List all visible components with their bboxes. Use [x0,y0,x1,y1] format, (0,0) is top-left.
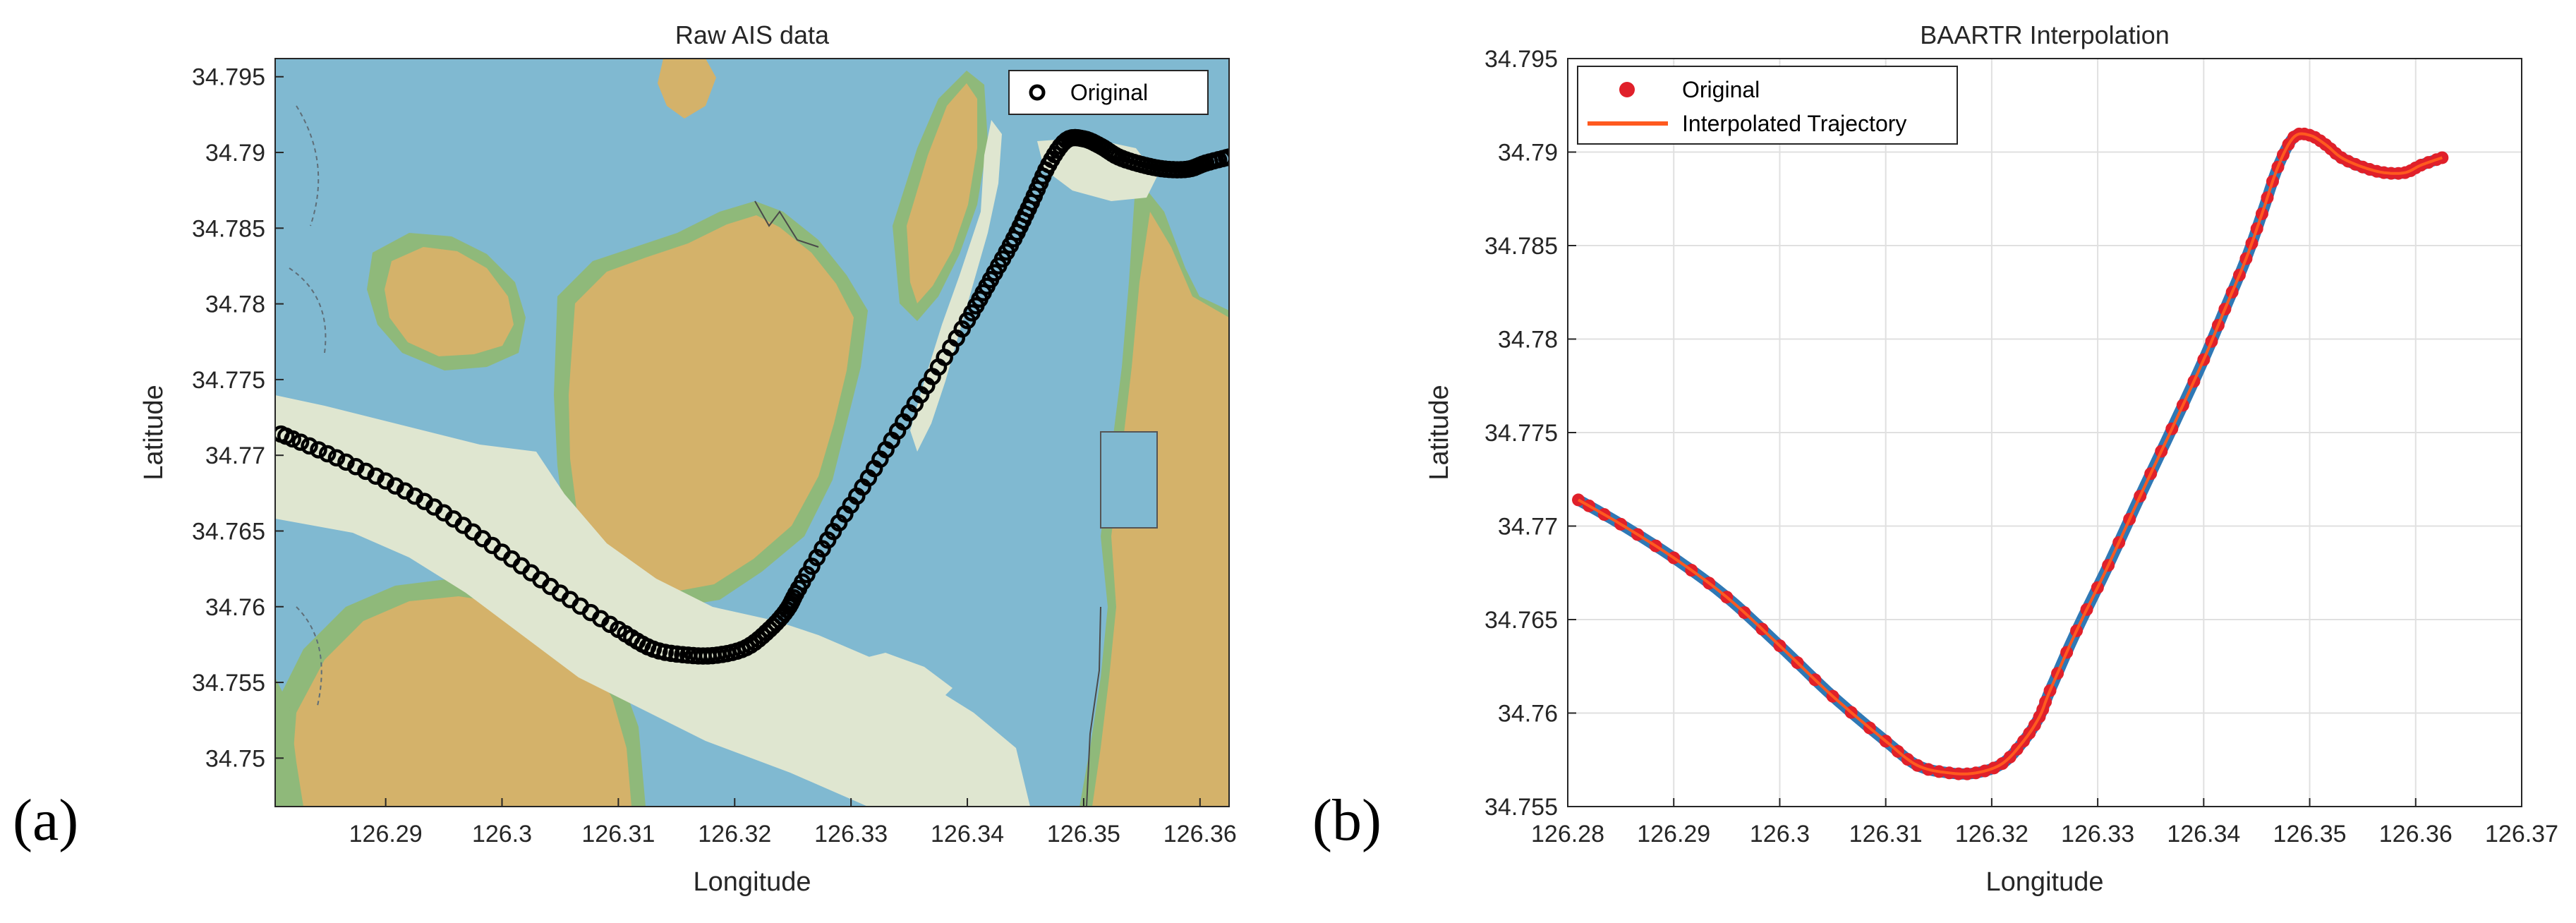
ais-point [327,449,346,467]
ais-point [284,430,301,448]
y-tick-label: 34.795 [192,64,265,91]
y-tick-label: 34.75 [205,745,265,772]
x-tick-label: 126.28 [1531,821,1604,847]
y-tick-label: 34.755 [1484,794,1558,821]
y-tick-label: 34.785 [1484,233,1558,260]
y-ticks-a: 34.75 34.755 34.76 34.765 34.77 34.775 34.78 34… [192,64,284,772]
ais-point [1220,148,1229,166]
legend-marker-original-b [1619,82,1635,97]
east-land [1092,212,1229,807]
y-tick-label: 34.78 [1498,327,1558,354]
legend-marker-original-a [1029,84,1046,101]
y-tick-label: 34.765 [192,518,265,545]
northeast-islet [907,83,977,303]
legend-label-original-b: Original [1682,77,1760,102]
x-tick-label: 126.34 [931,821,1004,847]
x-tick-label: 126.35 [2273,821,2347,847]
x-axis-label-b: Longitude [1986,867,2104,897]
x-tick-label: 126.36 [2379,821,2453,847]
y-tick-label: 34.76 [205,594,265,621]
map-background [275,59,1229,807]
contour-lines [289,105,327,706]
legend-label-interpolated: Interpolated Trajectory [1682,111,1906,136]
x-ticks-b: 126.28 126.29 126.3 126.31 126.32 126.33 126.3… [1531,798,2558,847]
ais-point [337,453,355,471]
grid-b [1567,58,2522,807]
x-tick-label: 126.33 [814,821,888,847]
y-tick-label: 34.77 [1498,514,1558,541]
y-tick-label: 34.785 [192,215,265,242]
y-tick-label: 34.765 [1484,607,1558,634]
chart-title-a: Raw AIS data [675,20,830,49]
panel-a: 126.29 126.3 126.31 126.32 126.33 126.34 126.3… [13,20,1237,897]
y-tick-label: 34.795 [1484,46,1558,73]
ais-point [318,445,337,463]
interpolated-trajectory-line [1578,132,2443,776]
x-tick-label: 126.31 [1849,821,1923,847]
navigation-channel [275,395,1030,807]
y-tick-label: 34.775 [192,367,265,394]
y-tick-label: 34.78 [205,291,265,318]
axes-box-a [274,58,1230,807]
x-tick-label: 126.32 [1955,821,2028,847]
x-tick-label: 126.35 [1047,821,1120,847]
y-tick-label: 34.79 [205,140,265,167]
x-tick-label: 126.33 [2061,821,2134,847]
ais-markers [275,128,1229,665]
ais-point [310,441,327,459]
legend-label-original-a: Original [1070,80,1148,105]
x-axis-label-a: Longitude [694,867,811,897]
east-basin-outline [1100,431,1158,529]
x-tick-label: 126.29 [349,821,423,847]
x-tick-label: 126.31 [581,821,655,847]
east-basin [1101,432,1157,528]
x-tick-label: 126.29 [1637,821,1710,847]
channel-south-patch [857,653,953,699]
x-tick-label: 126.32 [698,821,771,847]
y-tick-label: 34.755 [192,670,265,696]
northwest-islet [385,247,514,356]
y-ticks-b: 34.755 34.76 34.765 34.77 34.775 34.78 34.785 3… [1484,46,1576,821]
panel-b: 126.28 126.29 126.3 126.31 126.32 126.33 126.3… [1312,20,2558,897]
chart-title-b: BAARTR Interpolation [1920,20,2170,49]
original-point [2436,151,2449,164]
y-tick-label: 34.76 [1498,701,1558,728]
legend-a: Original [1008,70,1209,115]
x-tick-label: 126.3 [1750,821,1810,847]
legend-b: Original Interpolated Trajectory [1577,66,1958,145]
panel-label-b: (b) [1312,788,1381,853]
ais-point [953,320,971,338]
x-tick-label: 126.37 [2485,821,2558,847]
y-tick-label: 34.77 [205,442,265,469]
y-tick-label: 34.775 [1484,420,1558,447]
central-island [569,215,854,591]
coastline-detail [754,200,1101,807]
north-islet [658,59,716,119]
y-axis-label-a: Latitude [139,385,169,480]
x-tick-label: 126.36 [1163,821,1237,847]
x-tick-label: 126.3 [472,821,532,847]
ais-point [668,645,686,663]
legend-box-b [1577,66,1958,145]
x-ticks-a: 126.29 126.3 126.31 126.32 126.33 126.34 126.3… [349,798,1237,847]
panel-label-a: (a) [13,788,78,853]
trajectory-layer [1572,127,2449,780]
y-axis-label-b: Latitude [1425,385,1454,480]
ais-point [301,437,318,455]
x-tick-label: 126.34 [2167,821,2240,847]
ais-point [291,433,310,451]
y-tick-label: 34.79 [1498,140,1558,167]
west-coast [275,677,303,807]
ais-point [803,557,821,575]
